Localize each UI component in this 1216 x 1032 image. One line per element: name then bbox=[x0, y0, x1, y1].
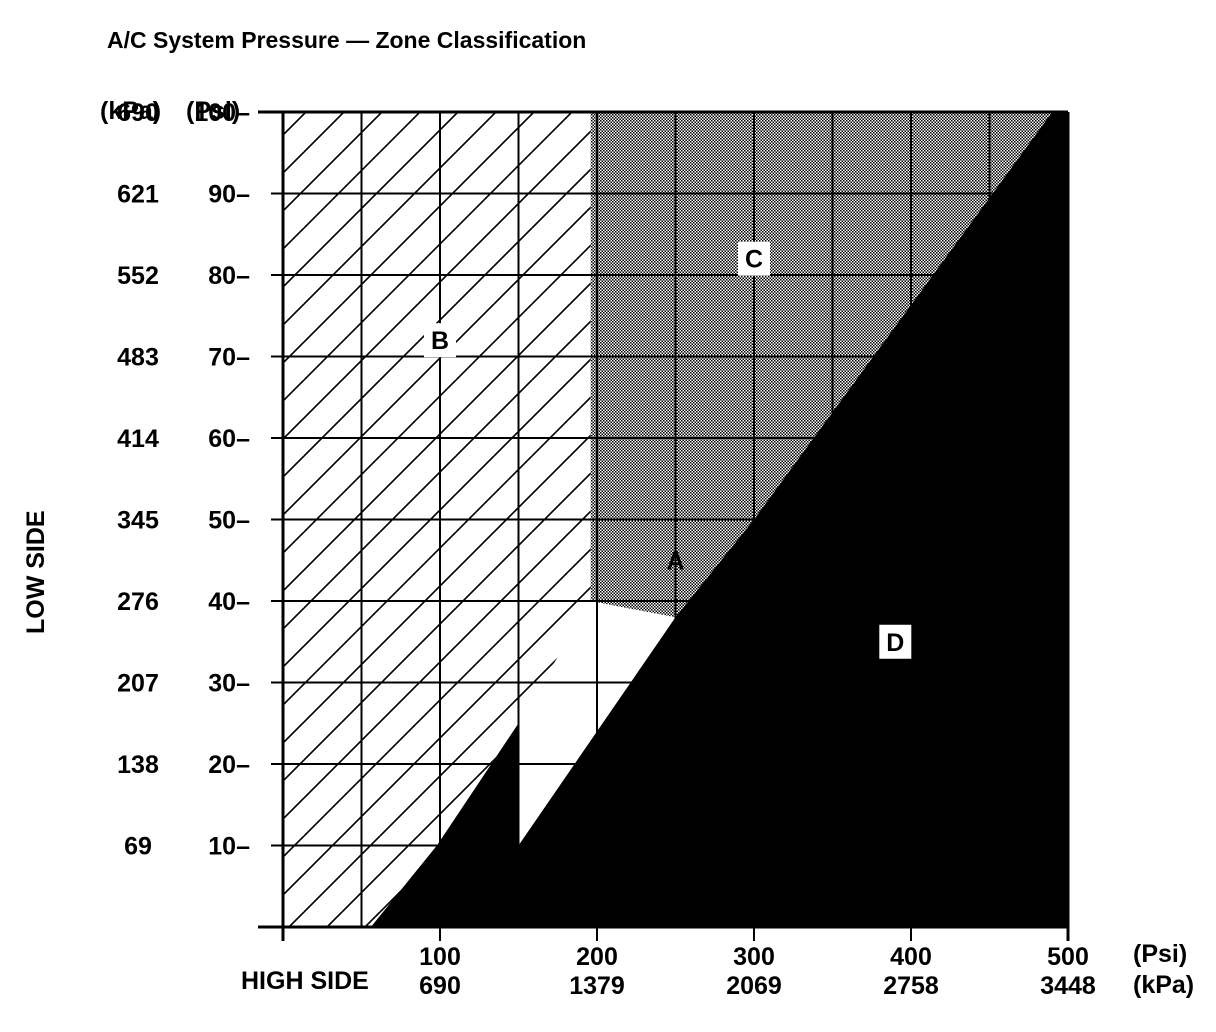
y-tick-label-kpa: 690 bbox=[117, 99, 159, 127]
y-tick-label-psi: 10– bbox=[208, 833, 250, 861]
chart-title: A/C System Pressure — Zone Classificatio… bbox=[107, 27, 586, 53]
x-unit-psi: (Psi) bbox=[1133, 940, 1187, 968]
y-tick-label-psi: 40– bbox=[208, 588, 250, 616]
y-tick-label-kpa: 483 bbox=[117, 344, 159, 372]
y-tick-label-psi: 90– bbox=[208, 181, 250, 209]
x-tick-label-psi: 500 bbox=[1047, 943, 1089, 971]
y-tick-label-psi: 60– bbox=[208, 425, 250, 453]
y-tick-label-kpa: 276 bbox=[117, 588, 159, 616]
y-tick-label-kpa: 552 bbox=[117, 262, 159, 290]
x-tick-label-psi: 300 bbox=[733, 943, 775, 971]
zone-d-label: D bbox=[886, 629, 904, 657]
y-tick-label-kpa: 345 bbox=[117, 507, 159, 535]
zone-a-label: A bbox=[666, 547, 684, 575]
x-tick-label-kpa: 690 bbox=[419, 972, 461, 1000]
zone-c-label: C bbox=[745, 246, 763, 274]
zone-b-label: B bbox=[431, 327, 449, 355]
zone-c-label-bg bbox=[738, 241, 770, 276]
zone-d-label-bg bbox=[879, 624, 912, 659]
x-tick-label-kpa: 2758 bbox=[883, 972, 939, 1000]
y-axis-ticks: 69 10– 138 20– 207 30– 276 40– 345 50– 414 60– 483 70… bbox=[117, 99, 250, 861]
x-tick-label-kpa: 1379 bbox=[569, 972, 625, 1000]
zone-labels: A B C D bbox=[424, 241, 912, 659]
zone-d-region bbox=[370, 112, 1068, 927]
y-tick-label-kpa: 414 bbox=[117, 425, 159, 453]
y-unit-psi: (Psi) bbox=[186, 97, 240, 125]
x-tick-label-psi: 200 bbox=[576, 943, 618, 971]
y-unit-kpa: (kPa) bbox=[100, 97, 161, 125]
x-tick-label-kpa: 2069 bbox=[726, 972, 782, 1000]
zone-c-region bbox=[590, 112, 1053, 618]
x-tick-label-kpa: 3448 bbox=[1040, 972, 1096, 1000]
y-tick-label-psi: 20– bbox=[208, 751, 250, 779]
chart-frame bbox=[258, 110, 1070, 941]
y-tick-label-kpa: 207 bbox=[117, 670, 159, 698]
y-tick-label-psi: 70– bbox=[208, 344, 250, 372]
y-tick-label-psi: 30– bbox=[208, 670, 250, 698]
x-tick-label-psi: 100 bbox=[419, 943, 461, 971]
zone-b-label-bg bbox=[424, 323, 456, 358]
y-tick-label-kpa: 621 bbox=[117, 181, 159, 209]
gridlines bbox=[271, 112, 1068, 927]
x-axis-label: HIGH SIDE bbox=[241, 967, 369, 995]
y-tick-label-kpa: 69 bbox=[124, 833, 152, 861]
y-axis-label: LOW SIDE bbox=[22, 510, 50, 634]
x-unit-kpa: (kPa) bbox=[1133, 971, 1194, 999]
y-tick-label-psi: 50– bbox=[208, 507, 250, 535]
y-tick-label-psi: 80– bbox=[208, 262, 250, 290]
y-tick-label-kpa: 138 bbox=[117, 751, 159, 779]
y-tick-label-psi: 100– bbox=[194, 99, 250, 127]
x-tick-label-psi: 400 bbox=[890, 943, 932, 971]
